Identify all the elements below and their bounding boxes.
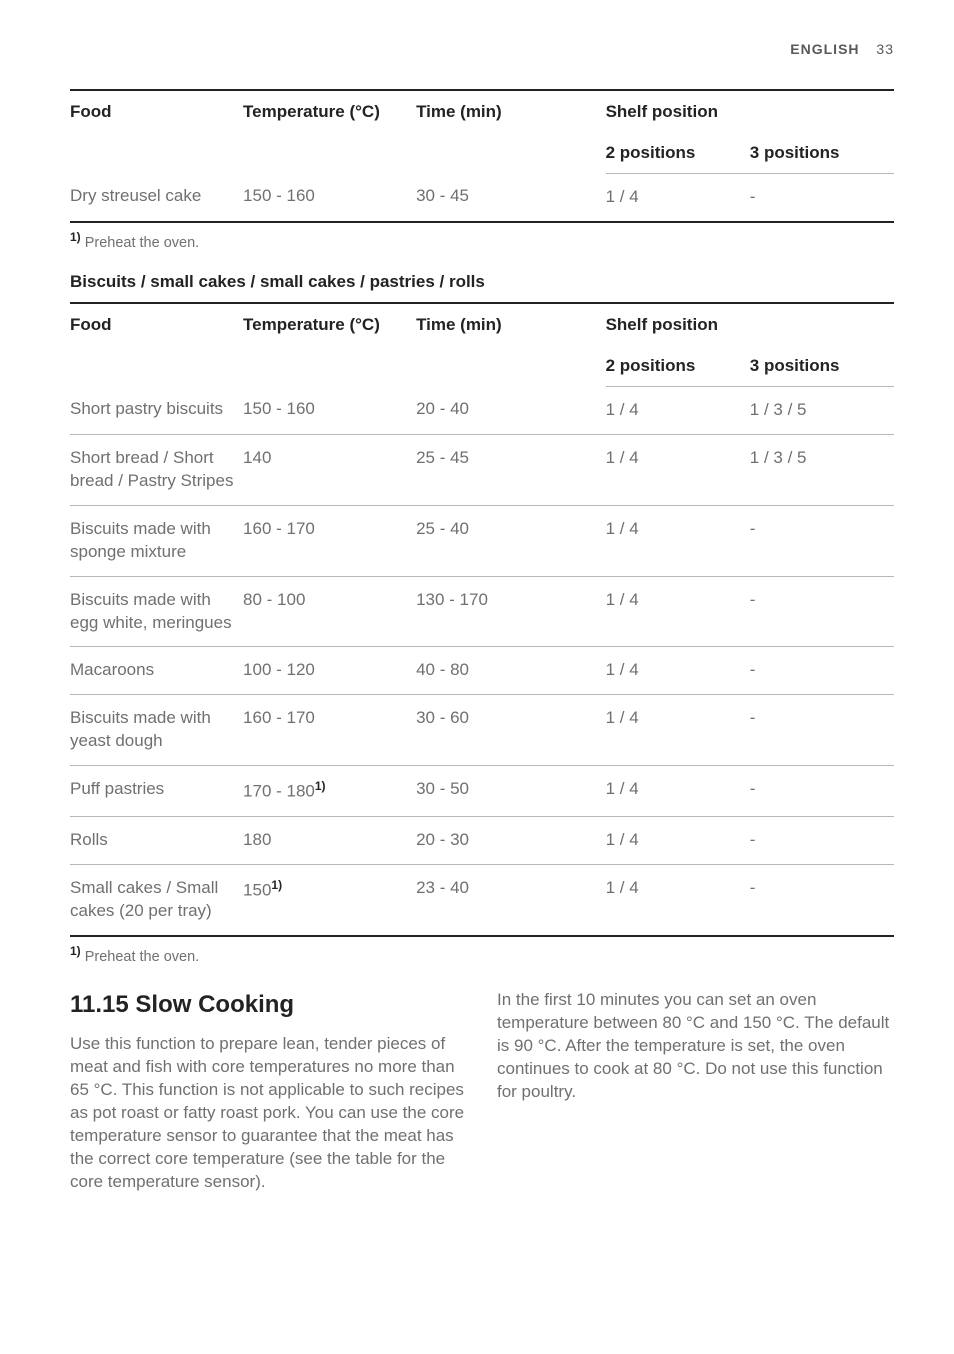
col-pos2: 2 positions — [606, 347, 750, 386]
cell-pos2: 1 / 4 — [606, 766, 750, 817]
table-row: Biscuits made with sponge mixture160 - 1… — [70, 505, 894, 576]
cell-time: 20 - 40 — [416, 386, 606, 434]
cell-temp: 150 - 160 — [243, 173, 416, 221]
footnote-marker: 1) — [315, 779, 326, 793]
cell-time: 30 - 60 — [416, 695, 606, 766]
cell-time: 20 - 30 — [416, 816, 606, 864]
footnote-text: Preheat the oven. — [81, 235, 200, 251]
table-row: Rolls18020 - 301 / 4- — [70, 816, 894, 864]
table-row: Short bread / Short bread / Pastry Strip… — [70, 434, 894, 505]
cell-temp: 170 - 1801) — [243, 766, 416, 817]
col-shelf: Shelf position — [606, 90, 894, 134]
table-biscuits: Food Temperature (°C) Time (min) Shelf p… — [70, 302, 894, 937]
slow-cooking-para1: Use this function to prepare lean, tende… — [70, 1033, 467, 1194]
col-pos3: 3 positions — [750, 347, 894, 386]
cell-time: 30 - 50 — [416, 766, 606, 817]
cell-pos2: 1 / 4 — [606, 173, 750, 221]
page-header: ENGLISH 33 — [70, 40, 894, 59]
col-food: Food — [70, 303, 243, 386]
col-temp: Temperature (°C) — [243, 303, 416, 386]
cell-temp: 150 - 160 — [243, 386, 416, 434]
table-row: Puff pastries170 - 1801)30 - 501 / 4- — [70, 766, 894, 817]
cell-pos2: 1 / 4 — [606, 816, 750, 864]
cell-food: Rolls — [70, 816, 243, 864]
cell-pos2: 1 / 4 — [606, 386, 750, 434]
table-streusel: Food Temperature (°C) Time (min) Shelf p… — [70, 89, 894, 223]
header-language: ENGLISH — [790, 41, 859, 57]
table-row: Macaroons100 - 12040 - 801 / 4- — [70, 647, 894, 695]
header-page-number: 33 — [876, 41, 894, 57]
cell-time: 25 - 45 — [416, 434, 606, 505]
cell-time: 25 - 40 — [416, 505, 606, 576]
cell-food: Biscuits made with sponge mixture — [70, 505, 243, 576]
cell-pos2: 1 / 4 — [606, 864, 750, 935]
cell-time: 40 - 80 — [416, 647, 606, 695]
section-number: 11.15 — [70, 991, 129, 1018]
table-row: Small cakes / Small cakes (20 per tray)1… — [70, 864, 894, 935]
cell-pos3: - — [750, 766, 894, 817]
cell-temp: 180 — [243, 816, 416, 864]
cell-temp: 1501) — [243, 864, 416, 935]
cell-temp: 160 - 170 — [243, 505, 416, 576]
col-pos3: 3 positions — [750, 134, 894, 173]
cell-pos2: 1 / 4 — [606, 434, 750, 505]
section-biscuits-title: Biscuits / small cakes / small cakes / p… — [70, 271, 894, 294]
col-pos2: 2 positions — [606, 134, 750, 173]
cell-food: Short pastry biscuits — [70, 386, 243, 434]
cell-food: Small cakes / Small cakes (20 per tray) — [70, 864, 243, 935]
cell-pos2: 1 / 4 — [606, 647, 750, 695]
cell-pos3: - — [750, 505, 894, 576]
cell-food: Biscuits made with egg white, meringues — [70, 576, 243, 647]
cell-temp: 140 — [243, 434, 416, 505]
cell-food: Dry streusel cake — [70, 173, 243, 221]
table2-footnote: 1) Preheat the oven. — [70, 943, 894, 967]
cell-pos3: 1 / 3 / 5 — [750, 434, 894, 505]
cell-pos3: - — [750, 647, 894, 695]
slow-cooking-para2: In the first 10 minutes you can set an o… — [497, 989, 894, 1104]
cell-pos2: 1 / 4 — [606, 505, 750, 576]
section-title-text: Slow Cooking — [129, 991, 294, 1018]
slow-cooking-heading: 11.15 Slow Cooking — [70, 989, 467, 1021]
cell-pos3: - — [750, 816, 894, 864]
cell-time: 130 - 170 — [416, 576, 606, 647]
cell-food: Macaroons — [70, 647, 243, 695]
col-time: Time (min) — [416, 303, 606, 386]
cell-food: Biscuits made with yeast dough — [70, 695, 243, 766]
col-food: Food — [70, 90, 243, 173]
col-time: Time (min) — [416, 90, 606, 173]
cell-pos3: 1 / 3 / 5 — [750, 386, 894, 434]
cell-pos3: - — [750, 864, 894, 935]
footnote-marker: 1) — [271, 878, 282, 892]
footnote-ref: 1) — [70, 944, 81, 958]
cell-food: Puff pastries — [70, 766, 243, 817]
table-row: Biscuits made with egg white, meringues8… — [70, 576, 894, 647]
cell-pos3: - — [750, 695, 894, 766]
table-row: Dry streusel cake150 - 16030 - 451 / 4- — [70, 173, 894, 221]
table-row: Short pastry biscuits150 - 16020 - 401 /… — [70, 386, 894, 434]
cell-pos3: - — [750, 173, 894, 221]
footnote-ref: 1) — [70, 230, 81, 244]
cell-time: 23 - 40 — [416, 864, 606, 935]
slow-cooking-section: 11.15 Slow Cooking Use this function to … — [70, 989, 894, 1194]
cell-pos3: - — [750, 576, 894, 647]
cell-pos2: 1 / 4 — [606, 576, 750, 647]
col-shelf: Shelf position — [606, 303, 894, 347]
cell-temp: 160 - 170 — [243, 695, 416, 766]
cell-food: Short bread / Short bread / Pastry Strip… — [70, 434, 243, 505]
table1-footnote: 1) Preheat the oven. — [70, 229, 894, 253]
cell-temp: 100 - 120 — [243, 647, 416, 695]
cell-pos2: 1 / 4 — [606, 695, 750, 766]
col-temp: Temperature (°C) — [243, 90, 416, 173]
footnote-text: Preheat the oven. — [81, 949, 200, 965]
cell-time: 30 - 45 — [416, 173, 606, 221]
cell-temp: 80 - 100 — [243, 576, 416, 647]
table-row: Biscuits made with yeast dough160 - 1703… — [70, 695, 894, 766]
